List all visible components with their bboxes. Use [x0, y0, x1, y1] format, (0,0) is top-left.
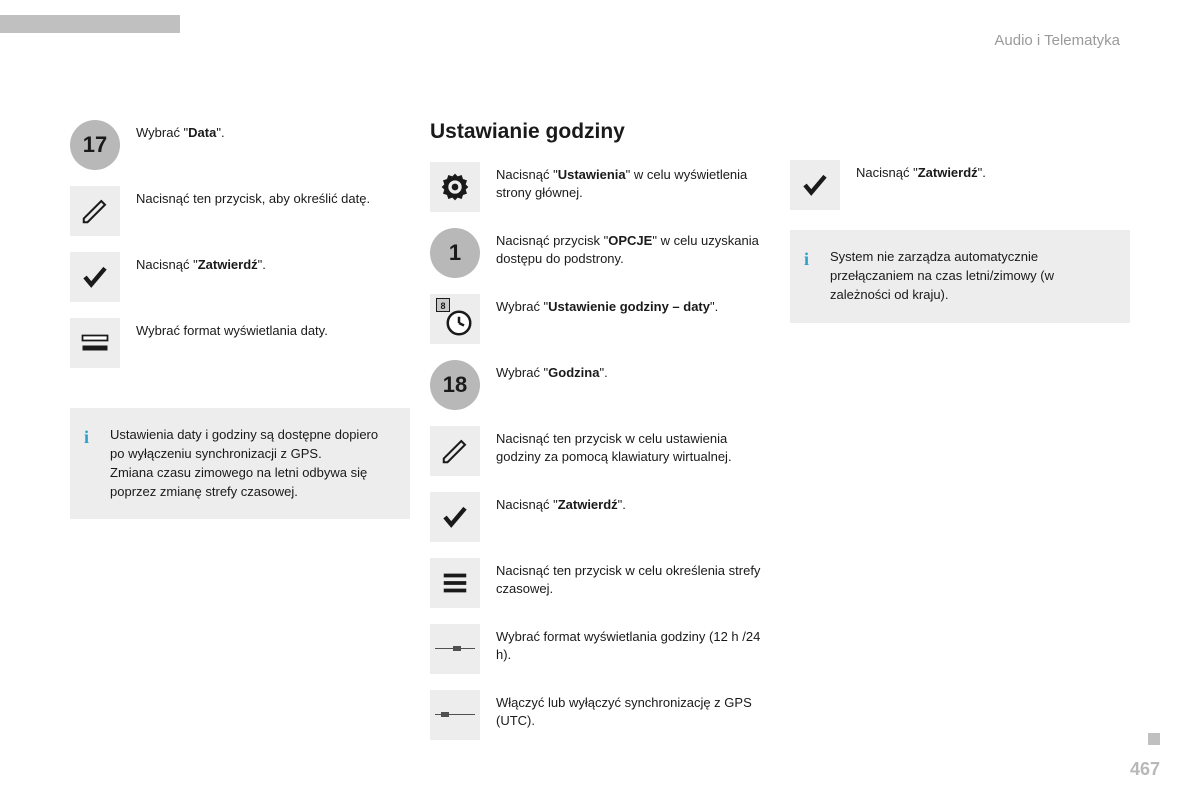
text: Wybrać " [136, 125, 188, 140]
step-text: Wybrać format wyświetlania daty. [136, 318, 410, 340]
info-text: System nie zarządza automatycznie przełą… [830, 248, 1116, 305]
section-label: Audio i Telematyka [994, 32, 1120, 49]
text: ". [710, 299, 718, 314]
column-1: 17 Wybrać "Data". Nacisnąć ten przycisk,… [70, 120, 410, 519]
step-number-18: 18 [430, 360, 480, 410]
column-2: Ustawianie godziny Nacisnąć "Ustawienia"… [430, 120, 770, 756]
step-menu: Nacisnąć ten przycisk w celu określenia … [430, 558, 770, 608]
text: ". [258, 257, 266, 272]
step-text: Wybrać format wyświetlania godziny (12 h… [496, 624, 770, 664]
info-icon: i [804, 246, 809, 272]
calendar-clock-icon: 8 [430, 294, 480, 344]
step-calendar-clock: 8 Wybrać "Ustawienie godziny – daty". [430, 294, 770, 344]
top-bar-decor [0, 15, 180, 33]
step-text: Wybrać "Ustawienie godziny – daty". [496, 294, 770, 316]
step-pencil: Nacisnąć ten przycisk, aby określić datę… [70, 186, 410, 236]
pencil-icon [70, 186, 120, 236]
step-text: Włączyć lub wyłączyć synchronizację z GP… [496, 690, 770, 730]
pencil-icon [430, 426, 480, 476]
bold: Zatwierdź [918, 165, 978, 180]
text: Wybrać " [496, 299, 548, 314]
step-17: 17 Wybrać "Data". [70, 120, 410, 170]
check-icon [790, 160, 840, 210]
bold: Godzina [548, 365, 599, 380]
step-format: Wybrać format wyświetlania daty. [70, 318, 410, 368]
format-icon [70, 318, 120, 368]
step-1: 1 Nacisnąć przycisk "OPCJE" w celu uzysk… [430, 228, 770, 278]
bold: Ustawienia [558, 167, 626, 182]
bold: Zatwierdź [558, 497, 618, 512]
menu-icon [430, 558, 480, 608]
step-pencil-2: Nacisnąć ten przycisk w celu ustawienia … [430, 426, 770, 476]
info-box: i Ustawienia daty i godziny są dostępne … [70, 408, 410, 519]
info-text-b: Zmiana czasu zimowego na letni odbywa si… [110, 464, 396, 502]
step-check-2: Nacisnąć "Zatwierdź". [430, 492, 770, 542]
step-check: Nacisnąć "Zatwierdź". [70, 252, 410, 302]
text: Nacisnąć " [496, 497, 558, 512]
step-slider-1: Wybrać format wyświetlania godziny (12 h… [430, 624, 770, 674]
corner-square [1148, 733, 1160, 745]
info-box-2: i System nie zarządza automatycznie prze… [790, 230, 1130, 323]
step-text: Wybrać "Data". [136, 120, 410, 142]
step-18: 18 Wybrać "Godzina". [430, 360, 770, 410]
text: Nacisnąć przycisk " [496, 233, 608, 248]
step-number-17: 17 [70, 120, 120, 170]
text: ". [216, 125, 224, 140]
text: ". [599, 365, 607, 380]
step-text: Nacisnąć "Ustawienia" w celu wyświetleni… [496, 162, 770, 202]
step-check-3: Nacisnąć "Zatwierdź". [790, 160, 1130, 210]
step-text: Nacisnąć ten przycisk w celu określenia … [496, 558, 770, 598]
check-icon [70, 252, 120, 302]
text: ". [978, 165, 986, 180]
step-slider-2: Włączyć lub wyłączyć synchronizację z GP… [430, 690, 770, 740]
bold: Zatwierdź [198, 257, 258, 272]
text: Nacisnąć " [496, 167, 558, 182]
step-gear: Nacisnąć "Ustawienia" w celu wyświetleni… [430, 162, 770, 212]
bold: Ustawienie godziny – daty [548, 299, 710, 314]
text: ". [618, 497, 626, 512]
text: Nacisnąć " [136, 257, 198, 272]
bold: OPCJE [608, 233, 652, 248]
text: Nacisnąć " [856, 165, 918, 180]
step-text: Nacisnąć "Zatwierdź". [856, 160, 1130, 182]
column-3: Nacisnąć "Zatwierdź". i System nie zarzą… [790, 160, 1130, 323]
info-icon: i [84, 424, 89, 450]
step-text: Nacisnąć "Zatwierdź". [136, 252, 410, 274]
heading-time: Ustawianie godziny [430, 120, 770, 144]
check-icon [430, 492, 480, 542]
info-text-a: Ustawienia daty i godziny są dostępne do… [110, 426, 396, 464]
step-text: Nacisnąć "Zatwierdź". [496, 492, 770, 514]
step-text: Nacisnąć ten przycisk w celu ustawienia … [496, 426, 770, 466]
slider-icon [430, 690, 480, 740]
text: Wybrać " [496, 365, 548, 380]
step-text: Nacisnąć przycisk "OPCJE" w celu uzyskan… [496, 228, 770, 268]
step-text: Wybrać "Godzina". [496, 360, 770, 382]
page-number: 467 [1130, 759, 1160, 780]
gear-icon [430, 162, 480, 212]
slider-icon [430, 624, 480, 674]
bold: Data [188, 125, 216, 140]
step-number-1: 1 [430, 228, 480, 278]
step-text: Nacisnąć ten przycisk, aby określić datę… [136, 186, 410, 208]
